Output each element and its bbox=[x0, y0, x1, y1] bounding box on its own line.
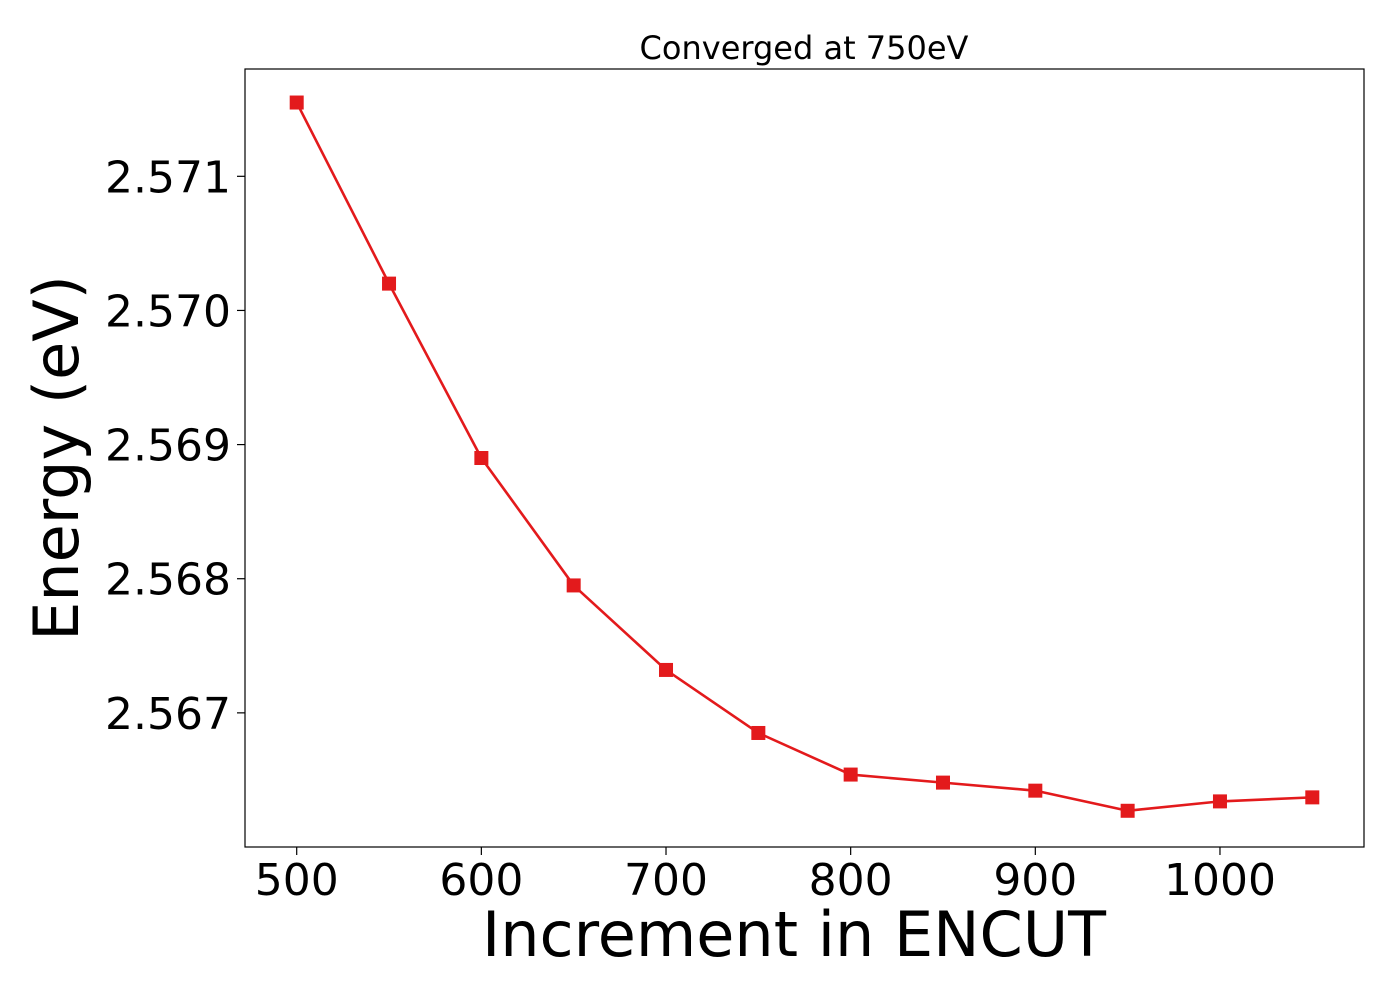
x-tick-label: 600 bbox=[439, 855, 523, 906]
plot-area-frame bbox=[244, 68, 1365, 848]
data-point-marker bbox=[1305, 790, 1320, 805]
y-tick-label: 2.568 bbox=[105, 555, 231, 606]
y-tick-label: 2.567 bbox=[105, 689, 231, 740]
x-tick-label: 500 bbox=[255, 855, 339, 906]
data-point-marker bbox=[1028, 783, 1043, 798]
y-axis-label: Energy (eV) bbox=[20, 275, 93, 641]
y-tick-label: 2.569 bbox=[105, 421, 231, 472]
x-tick-label: 1000 bbox=[1164, 855, 1276, 906]
series-line bbox=[295, 101, 1313, 813]
x-axis-label: Increment in ENCUT bbox=[482, 898, 1107, 971]
x-axis-ticks: 500 600 700 800 900 1000 bbox=[255, 847, 1276, 906]
data-point-marker bbox=[382, 276, 397, 291]
y-tick-label: 2.570 bbox=[105, 286, 231, 337]
data-point-marker bbox=[474, 451, 489, 465]
y-tick-label: 2.571 bbox=[105, 152, 231, 203]
x-tick-label: 900 bbox=[993, 855, 1077, 906]
x-tick-label: 700 bbox=[624, 855, 708, 906]
data-point-marker bbox=[289, 95, 304, 110]
data-point-marker bbox=[659, 662, 674, 677]
data-point-marker bbox=[935, 775, 950, 790]
series-markers bbox=[289, 95, 1320, 818]
chart-title: Converged at 750eV bbox=[640, 29, 969, 67]
y-axis-ticks: 2.567 2.568 2.569 2.570 2.571 bbox=[105, 152, 245, 740]
x-tick-label: 800 bbox=[809, 855, 893, 906]
data-point-marker bbox=[751, 725, 766, 740]
data-point-marker bbox=[1120, 803, 1135, 818]
data-point-marker bbox=[566, 578, 581, 593]
data-point-marker bbox=[1212, 794, 1227, 809]
data-point-marker bbox=[843, 767, 858, 782]
